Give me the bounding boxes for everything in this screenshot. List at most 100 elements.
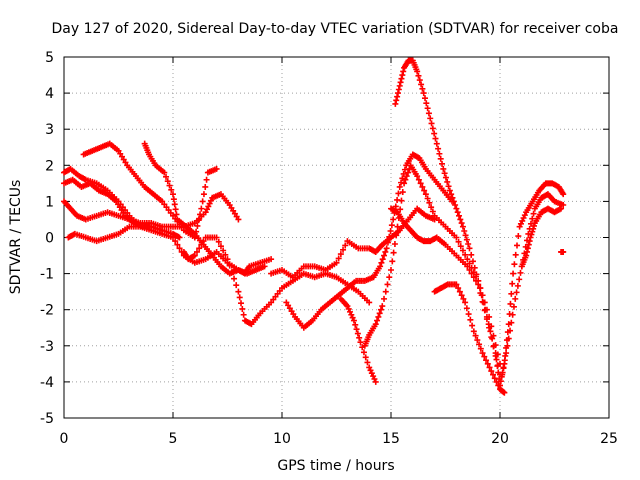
data-point <box>524 248 531 255</box>
data-point <box>478 292 485 299</box>
data-point <box>193 248 200 255</box>
data-point <box>161 169 168 176</box>
data-point <box>505 335 512 342</box>
y-tick-label: 4 <box>45 86 54 102</box>
series-arc-5 <box>80 140 220 241</box>
data-point <box>383 245 390 252</box>
data-point <box>372 378 379 385</box>
data-point <box>463 305 470 312</box>
data-points <box>61 57 567 396</box>
y-tick-label: -2 <box>40 303 54 319</box>
data-point <box>464 256 471 263</box>
data-point <box>466 266 473 273</box>
data-point <box>393 232 400 239</box>
data-point <box>340 246 347 253</box>
data-point <box>449 194 456 201</box>
data-point <box>471 264 478 271</box>
data-point <box>172 238 179 245</box>
data-point <box>427 115 434 122</box>
data-point <box>268 256 275 263</box>
data-point <box>558 205 565 212</box>
data-point <box>392 203 399 210</box>
data-point <box>529 215 536 222</box>
data-point <box>446 187 453 194</box>
data-point <box>459 247 466 254</box>
data-point <box>364 359 371 366</box>
data-point <box>433 140 440 147</box>
y-tick-label: -5 <box>40 411 54 427</box>
data-point <box>508 290 515 297</box>
series-arc-15 <box>497 180 567 389</box>
data-point <box>170 234 176 241</box>
data-point <box>382 248 389 255</box>
x-tick-label: 25 <box>600 431 618 447</box>
data-point <box>231 275 238 282</box>
data-point <box>203 176 210 183</box>
data-point <box>377 306 384 313</box>
data-point <box>425 110 432 117</box>
data-point <box>390 249 397 256</box>
data-point <box>352 321 359 328</box>
data-point <box>529 228 536 235</box>
data-point <box>440 165 447 172</box>
data-point <box>168 186 175 193</box>
data-point <box>384 281 391 288</box>
data-point <box>473 271 480 278</box>
data-point <box>382 288 389 295</box>
data-point <box>217 243 224 250</box>
data-point <box>414 173 421 180</box>
data-point <box>220 247 227 254</box>
data-point <box>480 299 487 306</box>
data-point <box>213 165 220 172</box>
data-point <box>401 180 408 187</box>
data-point <box>215 238 222 245</box>
data-point <box>384 239 391 246</box>
data-point <box>510 303 517 310</box>
series-arc-8 <box>268 205 438 281</box>
data-point <box>474 337 481 344</box>
data-point <box>437 155 444 162</box>
data-point <box>524 245 531 252</box>
x-axis-label: GPS time / hours <box>277 458 394 474</box>
data-point <box>499 371 506 378</box>
data-point <box>418 81 425 88</box>
data-point <box>460 295 467 302</box>
data-point <box>507 300 514 307</box>
data-point <box>482 306 489 313</box>
data-point <box>516 276 523 283</box>
data-point <box>362 354 369 361</box>
data-point <box>464 263 471 270</box>
data-point <box>497 378 504 385</box>
data-point <box>472 332 479 339</box>
data-point <box>419 183 426 190</box>
data-point <box>528 231 535 238</box>
y-tick-labels: -5 -4 -3 -2 -1 0 1 2 3 4 5 <box>40 50 54 427</box>
data-point <box>508 319 515 326</box>
data-point <box>195 217 202 224</box>
data-point <box>392 100 399 107</box>
data-point <box>233 282 240 289</box>
x-tick-labels: 0 5 10 15 20 25 <box>60 431 618 447</box>
data-point <box>379 256 386 263</box>
data-point <box>393 97 400 104</box>
data-point <box>387 228 394 235</box>
data-point <box>422 95 429 102</box>
data-point <box>416 77 423 84</box>
data-point <box>501 389 508 396</box>
data-point <box>444 178 451 185</box>
data-point <box>428 204 435 211</box>
data-point <box>456 212 463 219</box>
data-point <box>429 125 436 132</box>
y-tick-label: 5 <box>45 50 54 66</box>
y-tick-label: -4 <box>40 375 54 391</box>
data-point <box>399 72 406 79</box>
data-point <box>375 313 382 320</box>
data-point <box>509 280 516 287</box>
data-point <box>200 191 207 198</box>
data-point <box>465 240 472 247</box>
data-point <box>226 262 233 269</box>
data-point <box>466 245 473 252</box>
data-point <box>435 145 442 152</box>
data-point <box>388 266 394 273</box>
data-point <box>500 364 507 371</box>
